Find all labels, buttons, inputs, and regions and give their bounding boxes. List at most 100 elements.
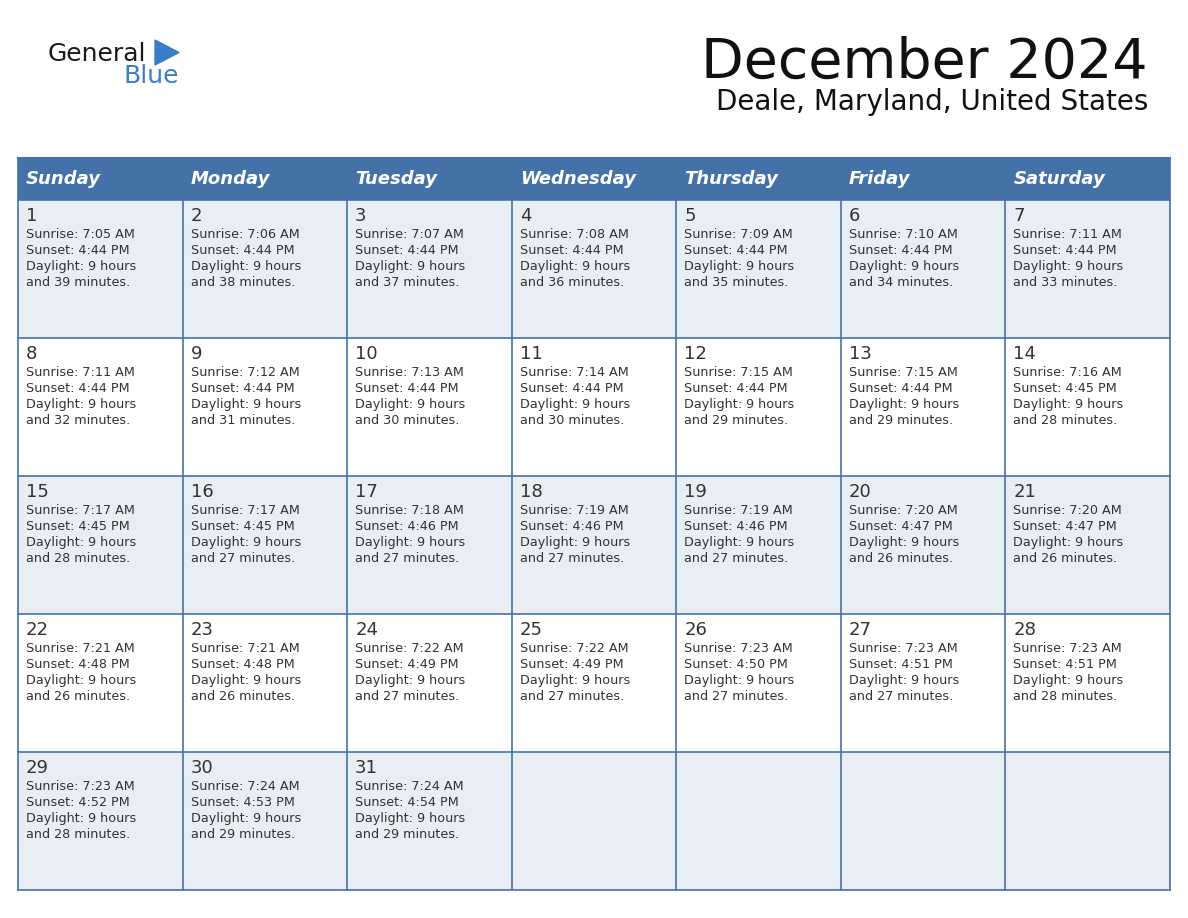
Text: and 26 minutes.: and 26 minutes. [1013,552,1118,565]
Text: and 27 minutes.: and 27 minutes. [190,552,295,565]
Text: December 2024: December 2024 [701,36,1148,90]
Text: 20: 20 [849,483,872,501]
Text: Tuesday: Tuesday [355,170,437,188]
Text: Sunrise: 7:15 AM: Sunrise: 7:15 AM [849,366,958,379]
Text: Sunset: 4:44 PM: Sunset: 4:44 PM [355,244,459,257]
Text: Sunday: Sunday [26,170,101,188]
Text: Daylight: 9 hours: Daylight: 9 hours [190,536,301,549]
Text: Daylight: 9 hours: Daylight: 9 hours [684,398,795,411]
Text: 18: 18 [519,483,543,501]
Text: Friday: Friday [849,170,910,188]
Text: Daylight: 9 hours: Daylight: 9 hours [355,536,466,549]
Text: Sunset: 4:44 PM: Sunset: 4:44 PM [1013,244,1117,257]
Text: 27: 27 [849,621,872,639]
Text: 15: 15 [26,483,49,501]
Text: 13: 13 [849,345,872,363]
Text: Sunset: 4:45 PM: Sunset: 4:45 PM [190,520,295,533]
Text: Sunrise: 7:11 AM: Sunrise: 7:11 AM [1013,228,1123,241]
Text: 19: 19 [684,483,707,501]
Text: 21: 21 [1013,483,1036,501]
Bar [18,476,1170,614]
Text: Sunrise: 7:24 AM: Sunrise: 7:24 AM [355,780,463,793]
Text: Sunrise: 7:22 AM: Sunrise: 7:22 AM [519,642,628,655]
Text: Sunrise: 7:12 AM: Sunrise: 7:12 AM [190,366,299,379]
Text: 28: 28 [1013,621,1036,639]
Bar [18,752,1170,890]
Text: and 27 minutes.: and 27 minutes. [849,690,953,703]
Text: Daylight: 9 hours: Daylight: 9 hours [1013,260,1124,273]
Text: and 27 minutes.: and 27 minutes. [519,690,624,703]
Text: Sunrise: 7:17 AM: Sunrise: 7:17 AM [26,504,135,517]
Text: Sunrise: 7:10 AM: Sunrise: 7:10 AM [849,228,958,241]
Text: Sunrise: 7:11 AM: Sunrise: 7:11 AM [26,366,135,379]
Text: Sunrise: 7:23 AM: Sunrise: 7:23 AM [849,642,958,655]
Text: and 28 minutes.: and 28 minutes. [26,828,131,841]
Text: Sunrise: 7:14 AM: Sunrise: 7:14 AM [519,366,628,379]
Text: and 28 minutes.: and 28 minutes. [1013,414,1118,427]
Text: 14: 14 [1013,345,1036,363]
Text: Sunset: 4:44 PM: Sunset: 4:44 PM [355,382,459,395]
Text: Sunrise: 7:19 AM: Sunrise: 7:19 AM [519,504,628,517]
Text: Sunrise: 7:15 AM: Sunrise: 7:15 AM [684,366,794,379]
Text: Sunset: 4:44 PM: Sunset: 4:44 PM [684,382,788,395]
Text: and 30 minutes.: and 30 minutes. [355,414,460,427]
Text: Sunset: 4:45 PM: Sunset: 4:45 PM [26,520,129,533]
Text: and 29 minutes.: and 29 minutes. [190,828,295,841]
Text: Sunrise: 7:08 AM: Sunrise: 7:08 AM [519,228,628,241]
Text: and 27 minutes.: and 27 minutes. [519,552,624,565]
Text: Sunset: 4:49 PM: Sunset: 4:49 PM [519,658,624,671]
Text: Sunrise: 7:23 AM: Sunrise: 7:23 AM [684,642,794,655]
Text: and 30 minutes.: and 30 minutes. [519,414,624,427]
Text: Sunset: 4:47 PM: Sunset: 4:47 PM [1013,520,1117,533]
Text: Monday: Monday [190,170,270,188]
Text: Sunset: 4:46 PM: Sunset: 4:46 PM [519,520,624,533]
Text: 30: 30 [190,759,214,777]
Text: Daylight: 9 hours: Daylight: 9 hours [355,674,466,687]
Text: Sunset: 4:45 PM: Sunset: 4:45 PM [1013,382,1117,395]
Text: Sunset: 4:53 PM: Sunset: 4:53 PM [190,796,295,809]
Text: Sunset: 4:51 PM: Sunset: 4:51 PM [849,658,953,671]
Text: Sunset: 4:50 PM: Sunset: 4:50 PM [684,658,788,671]
Text: 23: 23 [190,621,214,639]
Text: Sunrise: 7:21 AM: Sunrise: 7:21 AM [26,642,134,655]
Text: 29: 29 [26,759,49,777]
Text: 10: 10 [355,345,378,363]
Text: 1: 1 [26,207,37,225]
Text: 26: 26 [684,621,707,639]
Text: Daylight: 9 hours: Daylight: 9 hours [355,260,466,273]
Text: and 26 minutes.: and 26 minutes. [849,552,953,565]
Text: Daylight: 9 hours: Daylight: 9 hours [519,398,630,411]
Bar [18,158,1170,200]
Text: Sunrise: 7:07 AM: Sunrise: 7:07 AM [355,228,465,241]
Text: 7: 7 [1013,207,1025,225]
Text: 6: 6 [849,207,860,225]
Text: Sunrise: 7:17 AM: Sunrise: 7:17 AM [190,504,299,517]
Text: Daylight: 9 hours: Daylight: 9 hours [1013,536,1124,549]
Text: Daylight: 9 hours: Daylight: 9 hours [519,674,630,687]
Text: Sunset: 4:44 PM: Sunset: 4:44 PM [849,244,953,257]
Text: Sunset: 4:46 PM: Sunset: 4:46 PM [355,520,459,533]
Text: Daylight: 9 hours: Daylight: 9 hours [355,812,466,825]
Text: Daylight: 9 hours: Daylight: 9 hours [1013,674,1124,687]
Text: Daylight: 9 hours: Daylight: 9 hours [26,674,137,687]
Text: Sunset: 4:48 PM: Sunset: 4:48 PM [190,658,295,671]
Text: 9: 9 [190,345,202,363]
Text: Sunrise: 7:06 AM: Sunrise: 7:06 AM [190,228,299,241]
Text: Daylight: 9 hours: Daylight: 9 hours [684,536,795,549]
Text: and 27 minutes.: and 27 minutes. [355,690,460,703]
Text: 24: 24 [355,621,378,639]
Text: and 32 minutes.: and 32 minutes. [26,414,131,427]
Text: and 27 minutes.: and 27 minutes. [684,552,789,565]
Text: Daylight: 9 hours: Daylight: 9 hours [849,398,959,411]
Text: 12: 12 [684,345,707,363]
Text: Daylight: 9 hours: Daylight: 9 hours [684,674,795,687]
Text: and 36 minutes.: and 36 minutes. [519,276,624,289]
Text: Sunset: 4:51 PM: Sunset: 4:51 PM [1013,658,1117,671]
Text: Daylight: 9 hours: Daylight: 9 hours [26,260,137,273]
Text: 8: 8 [26,345,37,363]
Text: Daylight: 9 hours: Daylight: 9 hours [1013,398,1124,411]
Polygon shape [154,40,179,65]
Text: Daylight: 9 hours: Daylight: 9 hours [190,674,301,687]
Text: and 33 minutes.: and 33 minutes. [1013,276,1118,289]
Text: Sunset: 4:44 PM: Sunset: 4:44 PM [26,244,129,257]
